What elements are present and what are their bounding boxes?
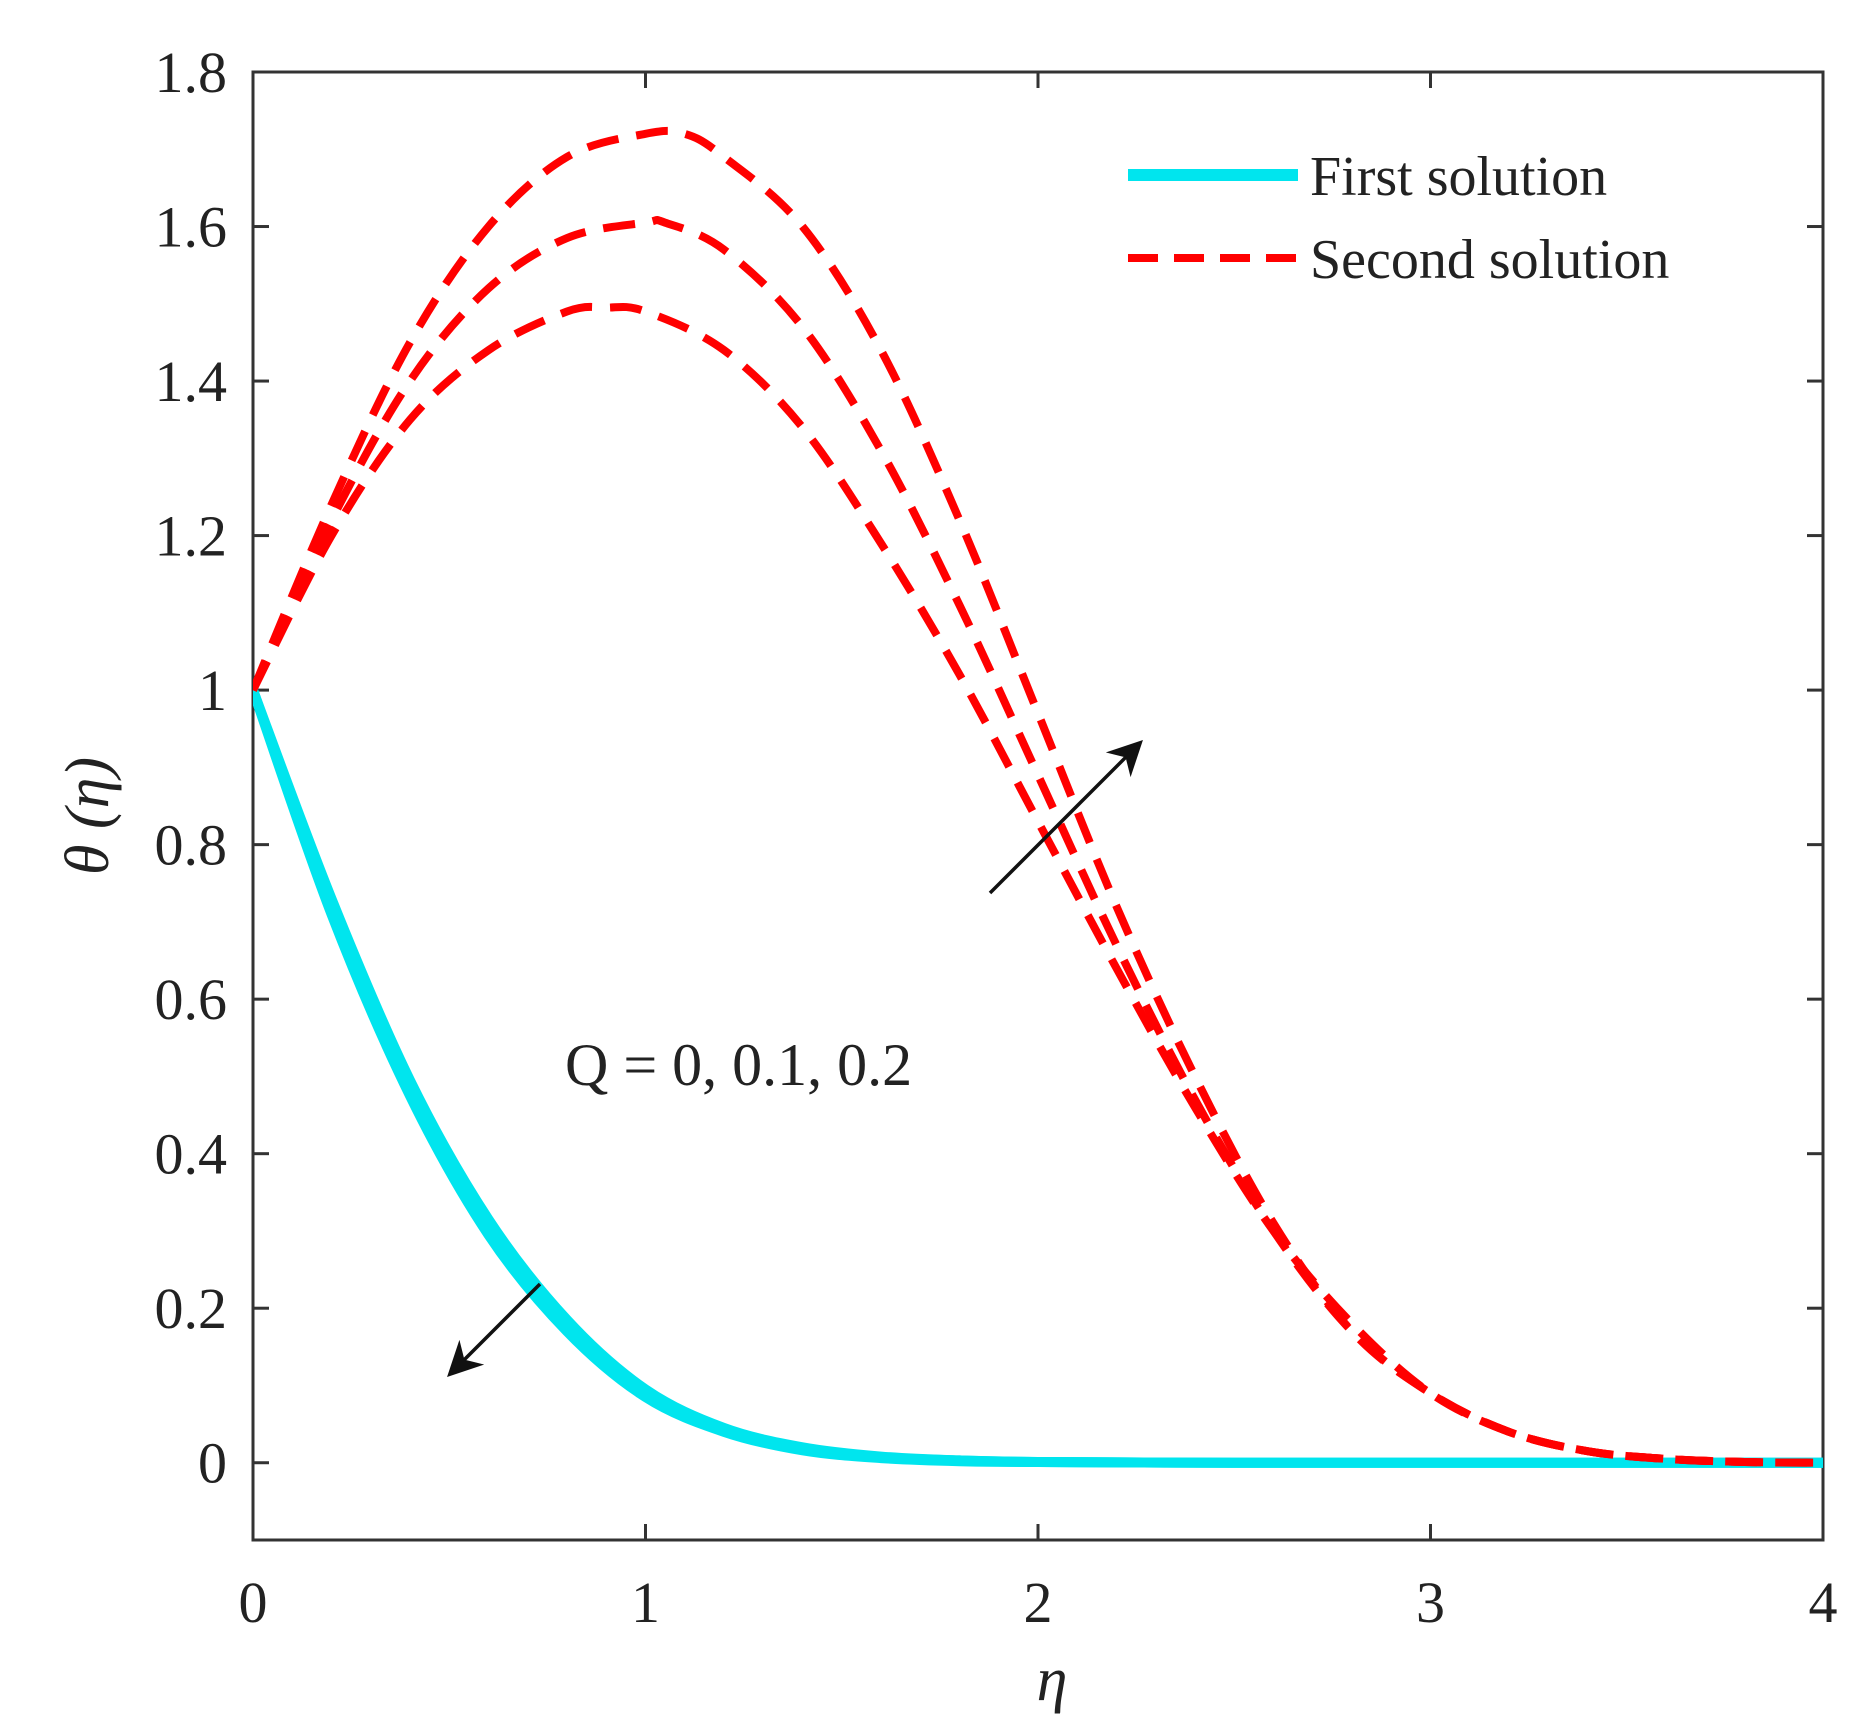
y-tick-label: 1 xyxy=(198,658,227,723)
x-tick-label: 1 xyxy=(631,1570,660,1635)
x-tick-label: 0 xyxy=(239,1570,268,1635)
y-tick-label: 0.8 xyxy=(155,813,228,878)
y-tick-label: 0 xyxy=(198,1431,227,1496)
parameter-annotation: Q = 0, 0.1, 0.2 xyxy=(565,1032,912,1098)
x-tick-label: 2 xyxy=(1024,1570,1053,1635)
first-solution-curve-0 xyxy=(253,685,1823,1468)
y-tick-label: 0.6 xyxy=(155,967,228,1032)
x-tick-label: 3 xyxy=(1416,1570,1445,1635)
legend-first-solution-label: First solution xyxy=(1310,146,1607,208)
y-tick-label: 0.2 xyxy=(155,1276,228,1341)
y-axis-label: θ (η) xyxy=(54,757,122,875)
y-tick-label: 1.4 xyxy=(155,349,228,414)
y-tick-label: 1.6 xyxy=(155,195,228,260)
first-solution-curve-1 xyxy=(253,685,1823,1468)
second-solution-curve-5 xyxy=(253,126,1823,1467)
y-tick-labels: 0 0.2 0.4 0.6 0.8 1 1.2 1.4 1.6 1.8 xyxy=(155,40,228,1496)
y-tick-label: 1.2 xyxy=(155,504,228,569)
y-tick-label: 1.8 xyxy=(155,40,228,105)
x-tick-label: 4 xyxy=(1809,1570,1838,1635)
x-axis-label: η xyxy=(1037,1646,1068,1714)
y-tick-label: 0.4 xyxy=(155,1122,228,1187)
legend: First solution Second solution xyxy=(1128,146,1669,291)
second-solution-curve-4 xyxy=(253,216,1823,1467)
legend-second-solution-label: Second solution xyxy=(1310,229,1669,291)
first-solution-curve-2 xyxy=(253,685,1823,1468)
x-tick-labels: 0 1 2 3 4 xyxy=(239,1570,1838,1635)
series-layer xyxy=(253,126,1823,1468)
second-solution-curve-3 xyxy=(253,302,1823,1467)
increase-arrow-second-solution xyxy=(988,740,1143,895)
decrease-arrow-first-solution xyxy=(447,1282,542,1377)
